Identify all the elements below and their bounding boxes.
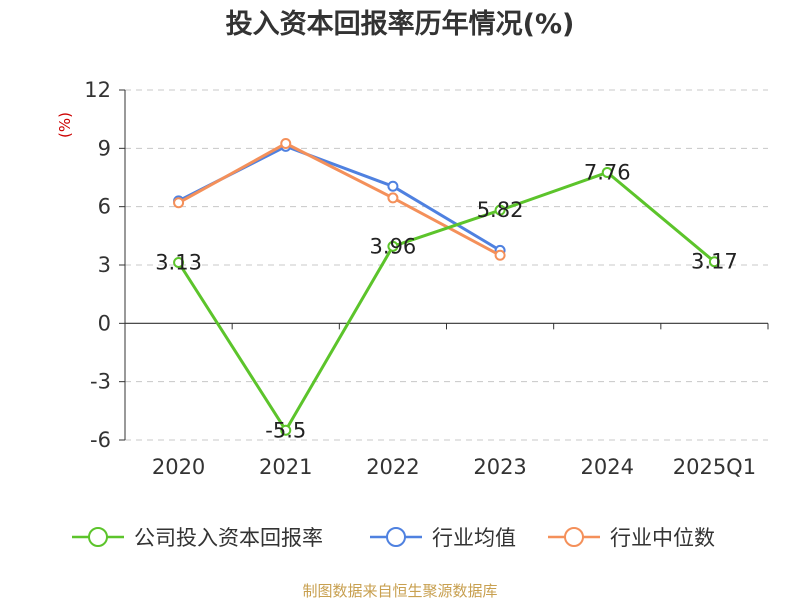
data-point — [387, 180, 399, 192]
data-point — [280, 137, 292, 149]
x-tick-label: 2020 — [152, 455, 205, 479]
grid-lines — [125, 89, 768, 441]
data-point — [601, 166, 613, 178]
data-point — [387, 192, 399, 204]
series-line — [177, 170, 716, 432]
y-tick-label: -6 — [90, 428, 111, 452]
legend-marker — [386, 527, 406, 547]
x-tick-label: 2023 — [473, 455, 526, 479]
x-tick-label: 2022 — [366, 455, 419, 479]
data-point — [280, 424, 292, 436]
y-tick-label: 12 — [84, 78, 111, 102]
y-tick-label: 0 — [98, 311, 111, 335]
series-line — [177, 142, 501, 257]
legend-marker — [564, 527, 584, 547]
data-point — [494, 249, 506, 261]
chart-title: 投入资本回报率历年情况(%) — [226, 8, 575, 40]
data-point — [708, 256, 720, 268]
legend-label: 公司投入资本回报率 — [134, 526, 323, 550]
data-label: 3.13 — [155, 250, 202, 274]
legend-label: 行业中位数 — [610, 526, 715, 550]
data-label: 3.96 — [370, 234, 417, 258]
data-point — [494, 204, 506, 216]
legend: 公司投入资本回报率 行业均值 行业中位数 — [72, 526, 715, 550]
data-label: 7.76 — [584, 160, 631, 184]
data-labels: 3.13 -5.5 3.96 5.82 7.76 3.17 — [155, 160, 738, 442]
legend-label: 行业均值 — [432, 526, 516, 550]
data-point — [173, 197, 185, 209]
y-tick-label: 6 — [98, 195, 111, 219]
data-label: 5.82 — [477, 198, 524, 222]
x-tick-label: 2021 — [259, 455, 312, 479]
series-lines — [173, 137, 720, 436]
series-line — [177, 144, 501, 252]
y-tick-label: 3 — [98, 253, 111, 277]
y-tick-label: -3 — [90, 370, 111, 394]
data-point — [173, 256, 185, 268]
source-note: 制图数据来自恒生聚源数据库 — [302, 582, 497, 600]
axes: 12 9 6 3 0 -3 -6 2020 2021 2022 2023 2024 2025Q1 — [84, 78, 769, 479]
data-label: -5.5 — [265, 418, 306, 442]
x-tick-label: 2025Q1 — [673, 455, 756, 479]
data-point — [387, 240, 399, 252]
x-tick-label: 2024 — [581, 455, 634, 479]
legend-marker — [88, 527, 108, 547]
data-label: 3.17 — [691, 250, 738, 274]
y-axis-label: (%) — [56, 112, 74, 138]
y-tick-label: 9 — [98, 136, 111, 160]
